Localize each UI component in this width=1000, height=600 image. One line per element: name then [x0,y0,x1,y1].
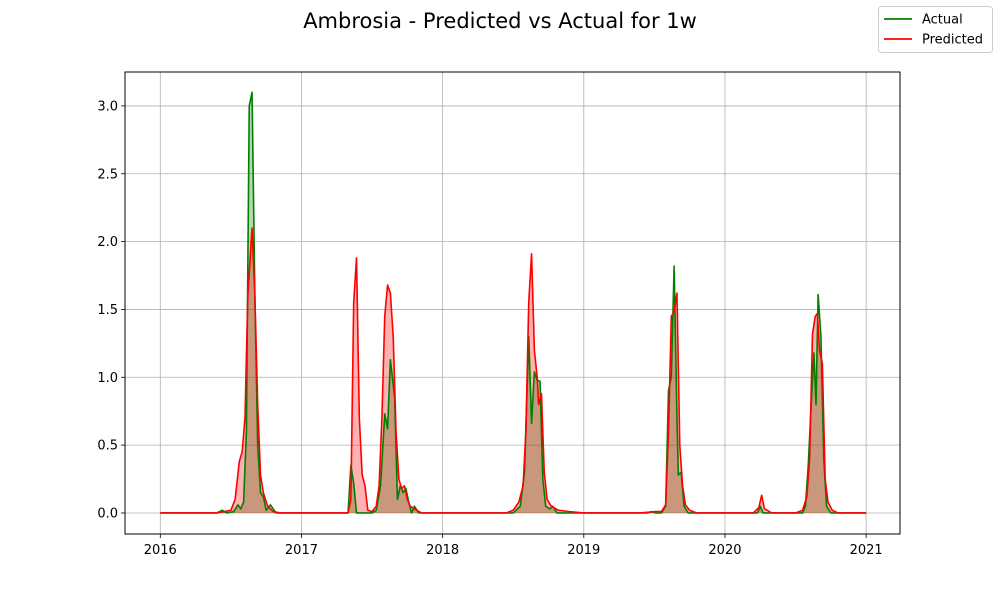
y-tick-label: 3.0 [97,99,118,114]
y-tick-label: 0.5 [97,439,118,454]
y-tick-label: 2.5 [97,167,118,182]
y-tick-label: 1.0 [97,371,118,386]
x-tick-label: 2021 [850,543,883,558]
y-axis: 0.0 0.5 1.0 1.5 2.0 2.5 3.0 [97,99,125,521]
plot-frame [124,71,901,535]
y-tick-label: 0.0 [97,506,118,521]
legend: Actual Predicted [878,6,993,53]
y-tick-label: 2.0 [97,235,118,250]
x-tick-label: 2016 [144,543,177,558]
x-tick-label: 2019 [567,543,600,558]
legend-label-actual: Actual [922,13,963,28]
legend-label-predicted: Predicted [922,33,983,48]
x-tick-label: 2020 [708,543,741,558]
y-tick-label: 1.5 [97,303,118,318]
x-axis: 2016 2017 2018 2019 2020 2021 [144,534,883,558]
series-lines [160,91,867,514]
legend-box [878,6,993,53]
predicted-series-line [160,227,867,514]
x-tick-label: 2018 [426,543,459,558]
x-tick-label: 2017 [285,543,318,558]
chart-title: Ambrosia - Predicted vs Actual for 1w [303,9,697,33]
